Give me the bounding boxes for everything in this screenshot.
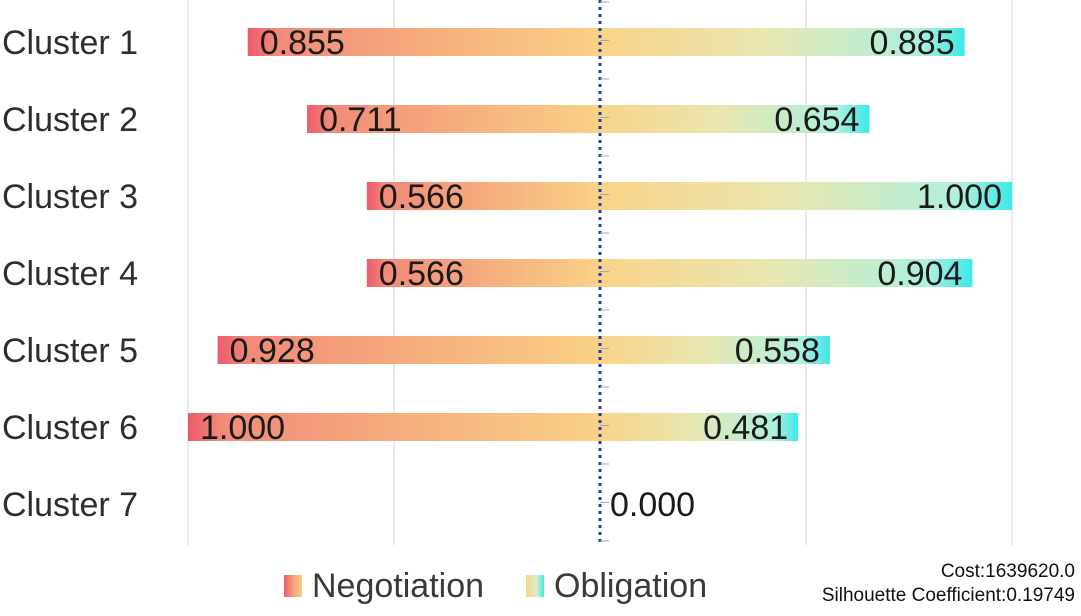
data-label-negotiation: 0.566 <box>379 255 464 293</box>
legend-label-negotiation: Negotiation <box>312 566 485 605</box>
bars <box>188 28 1012 441</box>
data-label-obligation: 0.654 <box>774 101 859 139</box>
category-label: Cluster 7 <box>2 486 138 524</box>
legend-label-obligation: Obligation <box>554 566 708 605</box>
legend: Negotiation Obligation <box>284 566 749 606</box>
bar-negotiation <box>247 28 601 56</box>
data-label-obligation: 0.904 <box>877 255 962 293</box>
category-label: Cluster 6 <box>2 409 138 447</box>
silhouette-text: Silhouette Coefficient:0.19749 <box>821 585 1075 606</box>
legend-item-obligation[interactable]: Obligation <box>526 567 707 606</box>
legend-swatch-negotiation <box>284 575 302 597</box>
labels: Cluster 1 0.855 0.885 Cluster 2 0.711 0.654 Cl… <box>2 24 1002 524</box>
bar-negotiation <box>366 259 600 287</box>
data-label-negotiation: 0.711 <box>319 101 402 139</box>
data-label-obligation: 0.481 <box>703 409 788 447</box>
bar-obligation <box>600 105 870 133</box>
bar-negotiation <box>217 336 600 364</box>
data-label-obligation: 1.000 <box>917 178 1002 216</box>
center-axis <box>598 0 609 545</box>
legend-swatch-obligation <box>526 575 545 597</box>
bar-obligation <box>600 28 965 56</box>
bar-obligation <box>600 413 799 441</box>
data-label-negotiation: 1.000 <box>200 409 285 447</box>
center-value-label: 0.000 <box>610 486 695 524</box>
category-label: Cluster 2 <box>2 101 138 139</box>
bar-negotiation <box>188 413 600 441</box>
data-label-negotiation: 0.855 <box>260 24 345 62</box>
data-label-negotiation: 0.566 <box>379 178 464 216</box>
bar-negotiation <box>307 105 600 133</box>
bar-obligation <box>600 182 1012 210</box>
category-label: Cluster 1 <box>2 24 138 62</box>
category-label: Cluster 4 <box>2 255 138 293</box>
bar-obligation <box>600 336 830 364</box>
category-label: Cluster 3 <box>2 178 138 216</box>
category-label: Cluster 5 <box>2 332 138 370</box>
legend-item-negotiation[interactable]: Negotiation <box>284 567 484 606</box>
cost-text: Cost:1639620.0 <box>940 561 1075 582</box>
data-label-obligation: 0.558 <box>735 332 820 370</box>
bar-negotiation <box>366 182 600 210</box>
data-label-negotiation: 0.928 <box>230 332 315 370</box>
data-label-obligation: 0.885 <box>870 24 955 62</box>
bar-obligation <box>600 259 973 287</box>
cluster-stats: Cost:1639620.0 Silhouette Coefficient:0.… <box>822 560 1075 608</box>
